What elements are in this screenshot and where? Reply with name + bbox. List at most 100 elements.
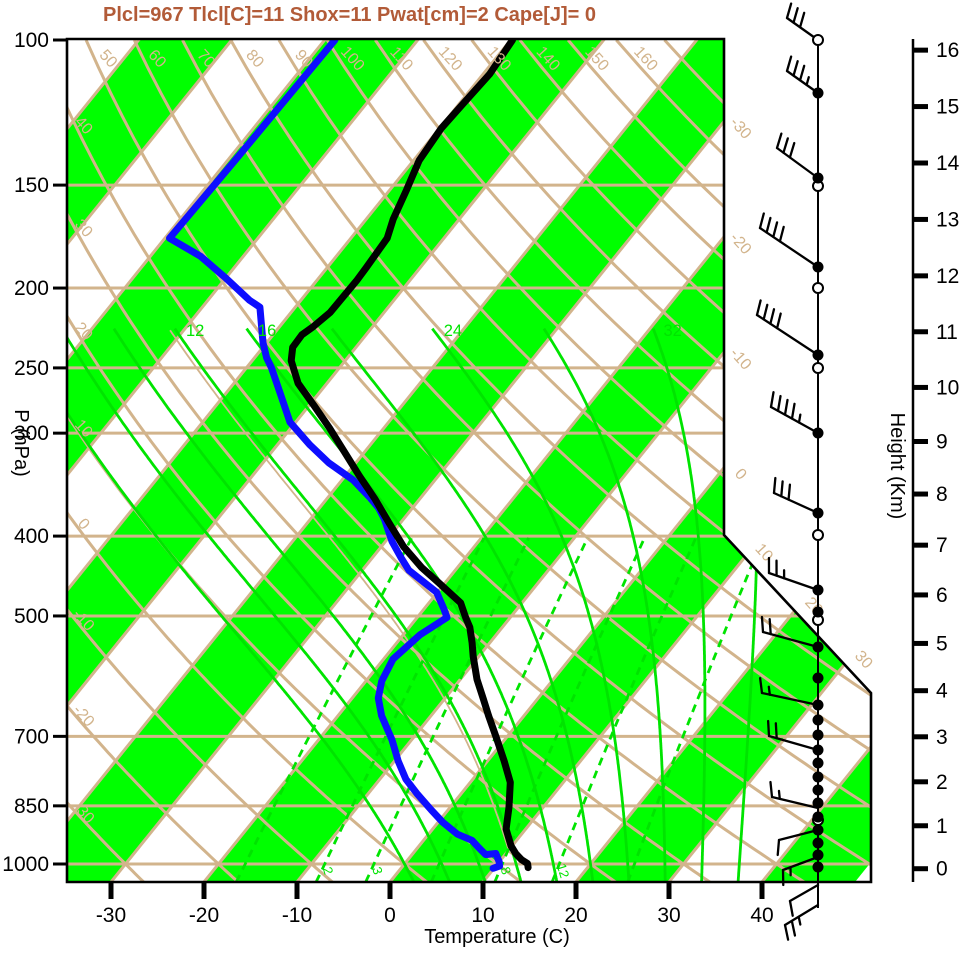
dry-adiabat	[67, 39, 617, 882]
wind-barb-feather	[769, 308, 776, 325]
isotherm-line	[667, 39, 871, 882]
wind-barb-staff	[761, 630, 820, 649]
wind-barb-staff	[785, 16, 820, 42]
wind-level-dot	[812, 771, 824, 783]
moist-adiabat	[736, 328, 759, 882]
wind-barb-half-feather	[797, 413, 802, 424]
mixing-ratio-label: 12	[554, 862, 573, 880]
plot-border	[65, 37, 873, 884]
grid-label: 10	[751, 541, 776, 566]
pressure-tick-label: 200	[14, 277, 49, 300]
grid-label: -20	[69, 702, 97, 731]
wind-level-dot	[812, 507, 824, 519]
height-tick-label: 1	[936, 815, 948, 838]
mixing-ratio-line	[626, 537, 765, 882]
wind-level-dot	[812, 584, 824, 596]
wind-barb	[758, 676, 820, 707]
wind-barb	[783, 903, 820, 941]
grid-label: -10	[726, 345, 754, 374]
wind-barb-feather	[769, 780, 774, 799]
moist-adiabat-label: 32	[663, 322, 681, 340]
wind-barb-feather	[778, 225, 785, 243]
wind-barb	[785, 2, 820, 42]
dry-adiabat	[132, 39, 871, 882]
wind-level-dot	[812, 861, 824, 873]
wind-barb	[776, 828, 820, 857]
wind-barb-feather	[775, 312, 782, 330]
moist-adiabat	[542, 327, 667, 882]
height-tick-label: 7	[936, 534, 948, 557]
wind-barb-feather	[766, 719, 771, 738]
plot-area	[67, 39, 871, 882]
height-axis-label: Height (Km)	[886, 413, 908, 520]
wind-barb-feather	[776, 838, 781, 857]
wind-barb-half-feather	[805, 76, 810, 87]
dry-adiabat	[374, 39, 871, 882]
height-tick-label: 5	[936, 632, 948, 655]
pressure-tick-label: 100	[14, 29, 49, 52]
isotherm-line	[67, 39, 234, 882]
moist-adiabat-label: 24	[444, 322, 462, 340]
grid-label: 30	[851, 648, 876, 673]
pressure-axis-label: P (hPa)	[10, 409, 32, 476]
mixing-ratio-labels: 2 3 8 12	[320, 862, 572, 880]
wind-barb	[781, 855, 820, 887]
temperature-tick-label: 20	[564, 904, 587, 927]
temperature-tick-label: -30	[96, 904, 126, 927]
isotherm-line	[67, 39, 699, 882]
wind-barb-feather	[774, 722, 778, 740]
height-tick-label: 16	[936, 39, 959, 62]
moist-adiabat	[67, 327, 416, 882]
wind-level-dot	[812, 729, 824, 741]
wind-level-circle	[812, 529, 824, 541]
wind-barb	[785, 55, 820, 95]
mixing-ratio-line	[550, 537, 698, 882]
height-tick-label: 6	[936, 584, 948, 607]
green-band	[576, 39, 871, 882]
wind-level-dot	[812, 797, 824, 809]
height-tick-label: 0	[936, 858, 948, 881]
wind-level-dot	[812, 672, 824, 684]
mixing-ratio-label: 3	[369, 865, 385, 876]
wind-level-dot	[812, 744, 824, 756]
pressure-tick-label: 850	[14, 795, 49, 818]
wind-level-dot	[812, 849, 824, 861]
temperature-tick-label: 30	[657, 904, 680, 927]
wind-barb-feather	[790, 919, 797, 937]
green-shading-bands	[67, 39, 871, 882]
moist-adiabat	[245, 327, 559, 882]
wind-barb	[760, 615, 820, 649]
wind-barb-staff	[788, 883, 820, 903]
wind-level-dot	[812, 261, 824, 273]
wind-barb	[775, 132, 820, 180]
wind-barb-feather	[790, 402, 796, 420]
wind-barb-feather	[762, 303, 769, 321]
dry-adiabat	[67, 39, 334, 882]
height-tick-label: 9	[936, 430, 948, 453]
wind-barb	[755, 299, 820, 357]
isotherm-line	[67, 39, 606, 882]
wind-level-dot	[812, 641, 824, 653]
wind-barb-feather	[765, 216, 772, 234]
pressure-tick-label: 250	[14, 357, 49, 380]
wind-barb-feather	[792, 7, 799, 24]
height-tick-label: 15	[936, 96, 959, 119]
dry-adiabat	[181, 39, 871, 882]
moist-adiabat	[112, 327, 487, 882]
moist-adiabat-label: 12	[186, 322, 204, 340]
temperature-tick-label: 40	[750, 904, 773, 927]
wind-barb-feather	[776, 394, 782, 413]
wind-barb-staff	[785, 69, 820, 95]
green-band	[67, 39, 419, 882]
wind-barb	[772, 476, 820, 515]
pressure-tick-label: 150	[14, 174, 49, 197]
height-tick-label: 10	[936, 376, 959, 399]
wind-level-dot	[812, 714, 824, 726]
height-tick-label: 4	[936, 680, 948, 703]
dry-adiabat	[67, 39, 145, 882]
wind-level-dot	[812, 824, 824, 836]
wind-barb	[769, 780, 820, 810]
